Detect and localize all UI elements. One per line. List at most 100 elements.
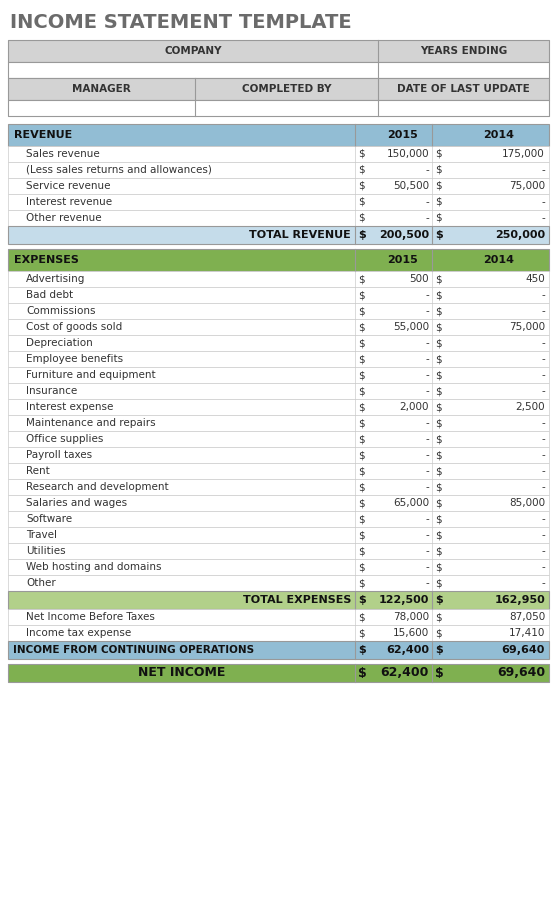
- Text: 62,400: 62,400: [380, 667, 429, 679]
- Bar: [8, 62, 378, 78]
- Text: $: $: [358, 230, 366, 240]
- Text: $: $: [358, 197, 365, 207]
- Text: COMPLETED BY: COMPLETED BY: [242, 84, 331, 94]
- Text: $: $: [358, 612, 365, 622]
- Text: $: $: [435, 386, 442, 396]
- Text: 17,410: 17,410: [509, 628, 545, 638]
- Text: $: $: [435, 165, 442, 175]
- Bar: [8, 226, 549, 244]
- Bar: [8, 431, 549, 447]
- Text: Furniture and equipment: Furniture and equipment: [26, 370, 155, 380]
- Bar: [8, 40, 378, 62]
- Text: -: -: [425, 546, 429, 556]
- Text: $: $: [358, 402, 365, 412]
- Text: $: $: [358, 450, 365, 460]
- Text: $: $: [358, 514, 365, 524]
- Text: -: -: [541, 546, 545, 556]
- Text: 2015: 2015: [387, 130, 417, 140]
- Bar: [8, 559, 549, 575]
- Text: $: $: [435, 466, 442, 476]
- Text: COMPANY: COMPANY: [164, 46, 222, 56]
- Text: Net Income Before Taxes: Net Income Before Taxes: [26, 612, 155, 622]
- Text: -: -: [541, 434, 545, 444]
- Text: Other revenue: Other revenue: [26, 213, 101, 223]
- Text: $: $: [358, 434, 365, 444]
- Text: -: -: [541, 306, 545, 316]
- Bar: [8, 40, 549, 62]
- Text: $: $: [435, 546, 442, 556]
- Text: INCOME FROM CONTINUING OPERATIONS: INCOME FROM CONTINUING OPERATIONS: [13, 645, 254, 655]
- Text: $: $: [435, 322, 442, 332]
- Text: $: $: [358, 290, 365, 300]
- Text: -: -: [541, 466, 545, 476]
- Text: Interest expense: Interest expense: [26, 402, 114, 412]
- Bar: [8, 463, 549, 479]
- Bar: [8, 210, 549, 226]
- Text: 50,500: 50,500: [393, 181, 429, 191]
- Text: $: $: [358, 274, 365, 284]
- Text: -: -: [541, 338, 545, 348]
- Text: $: $: [358, 386, 365, 396]
- Bar: [8, 351, 549, 367]
- Text: 162,950: 162,950: [494, 595, 545, 605]
- Bar: [8, 100, 549, 116]
- Bar: [8, 194, 549, 210]
- Text: $: $: [435, 213, 442, 223]
- Text: 2,000: 2,000: [399, 402, 429, 412]
- Text: 15,600: 15,600: [393, 628, 429, 638]
- Text: Commissions: Commissions: [26, 306, 95, 316]
- Bar: [8, 511, 549, 527]
- Text: $: $: [358, 466, 365, 476]
- Text: $: $: [435, 562, 442, 572]
- Text: 150,000: 150,000: [387, 149, 429, 159]
- Text: $: $: [435, 612, 442, 622]
- Text: -: -: [541, 213, 545, 223]
- Text: $: $: [435, 645, 443, 655]
- Text: 78,000: 78,000: [393, 612, 429, 622]
- Text: -: -: [425, 306, 429, 316]
- Bar: [8, 271, 549, 287]
- Text: -: -: [425, 418, 429, 428]
- Text: -: -: [425, 530, 429, 540]
- Text: 250,000: 250,000: [495, 230, 545, 240]
- Text: 2014: 2014: [483, 255, 515, 265]
- Text: -: -: [541, 450, 545, 460]
- Text: $: $: [358, 322, 365, 332]
- Text: YEARS ENDING: YEARS ENDING: [420, 46, 507, 56]
- Text: -: -: [425, 578, 429, 588]
- Text: $: $: [358, 562, 365, 572]
- Text: 200,500: 200,500: [379, 230, 429, 240]
- Bar: [8, 479, 549, 495]
- Text: $: $: [358, 354, 365, 364]
- Text: -: -: [541, 370, 545, 380]
- Text: (Less sales returns and allowances): (Less sales returns and allowances): [26, 165, 212, 175]
- Text: 75,000: 75,000: [509, 181, 545, 191]
- Bar: [8, 575, 549, 591]
- Text: $: $: [435, 402, 442, 412]
- Text: Other: Other: [26, 578, 56, 588]
- Text: -: -: [425, 386, 429, 396]
- Bar: [8, 146, 549, 162]
- Text: $: $: [435, 230, 443, 240]
- Bar: [8, 591, 549, 609]
- Text: -: -: [541, 386, 545, 396]
- Text: $: $: [358, 578, 365, 588]
- Bar: [8, 415, 549, 431]
- Bar: [8, 495, 549, 511]
- Text: Sales revenue: Sales revenue: [26, 149, 100, 159]
- Bar: [8, 447, 549, 463]
- Text: -: -: [541, 514, 545, 524]
- Text: Payroll taxes: Payroll taxes: [26, 450, 92, 460]
- Text: $: $: [435, 578, 442, 588]
- Text: Depreciation: Depreciation: [26, 338, 93, 348]
- Text: Bad debt: Bad debt: [26, 290, 73, 300]
- Text: 175,000: 175,000: [502, 149, 545, 159]
- Text: $: $: [358, 370, 365, 380]
- Text: 75,000: 75,000: [509, 322, 545, 332]
- Text: -: -: [541, 562, 545, 572]
- Text: $: $: [358, 498, 365, 508]
- Bar: [378, 78, 549, 100]
- Bar: [8, 124, 549, 146]
- Text: Cost of goods sold: Cost of goods sold: [26, 322, 122, 332]
- Text: $: $: [435, 595, 443, 605]
